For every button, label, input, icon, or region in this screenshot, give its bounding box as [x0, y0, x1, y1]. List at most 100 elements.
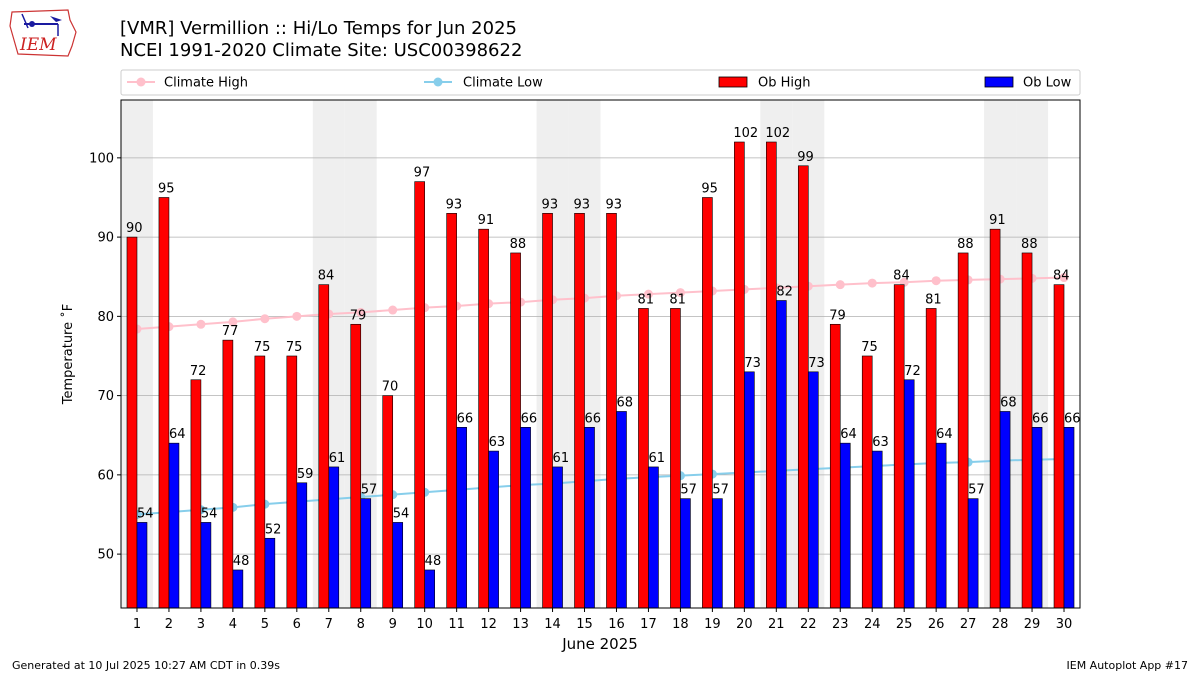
ob-high-label-26: 81 [925, 292, 942, 307]
climate-high-point-23 [835, 280, 845, 290]
x-tick-label-13: 13 [512, 617, 529, 632]
ob-low-label-19: 57 [712, 483, 729, 498]
ob-high-bar-10 [414, 181, 425, 609]
x-tick-label-26: 26 [928, 617, 945, 632]
ob-high-label-19: 95 [701, 181, 718, 196]
ob-high-bar-17 [638, 308, 649, 609]
ob-high-label-16: 93 [605, 197, 622, 212]
climate-high-point-8 [356, 307, 366, 317]
ob-high-label-7: 84 [318, 269, 335, 284]
ob-high-bar-18 [670, 308, 681, 609]
x-tick-label-19: 19 [704, 617, 721, 632]
ob-high-bar-29 [1021, 252, 1033, 609]
legend-ob-high-swatch [718, 76, 748, 88]
ob-low-bar-14 [552, 466, 563, 609]
ob-low-bar-18 [680, 498, 691, 609]
ob-low-bar-16 [616, 411, 627, 609]
ob-high-label-18: 81 [669, 292, 686, 307]
ob-high-bar-16 [606, 213, 617, 609]
ob-low-bar-4 [232, 569, 244, 609]
ob-high-label-20: 102 [733, 126, 758, 141]
ob-low-label-16: 68 [616, 395, 633, 410]
bars [126, 141, 1075, 609]
ob-low-label-23: 64 [840, 427, 857, 442]
legend-ob-high: Ob High [718, 76, 811, 91]
y-axis-label: Temperature ˚F [60, 304, 76, 405]
ob-high-label-5: 75 [254, 340, 271, 355]
ob-low-label-26: 64 [936, 427, 953, 442]
x-tick-label-27: 27 [960, 617, 977, 632]
ob-low-bar-24 [871, 450, 883, 609]
ob-high-label-4: 77 [222, 324, 239, 339]
legend-climate-high-marker [136, 77, 146, 87]
ob-low-label-30: 66 [1064, 411, 1081, 426]
ob-high-label-11: 93 [446, 197, 463, 212]
ob-low-label-21: 82 [776, 285, 793, 300]
ob-low-bar-1 [136, 522, 148, 609]
ob-high-bar-14 [542, 213, 553, 609]
ob-low-bar-12 [488, 450, 499, 609]
ob-high-label-17: 81 [637, 292, 654, 307]
ob-low-label-18: 57 [680, 483, 697, 498]
ob-low-bar-20 [744, 371, 755, 609]
ob-low-label-8: 57 [361, 483, 378, 498]
ob-high-label-27: 88 [957, 237, 974, 252]
footer-generated: Generated at 10 Jul 2025 10:27 AM CDT in… [12, 659, 280, 672]
ob-high-bar-13 [510, 252, 521, 609]
ob-low-label-9: 54 [393, 506, 410, 521]
x-tick-label-17: 17 [640, 617, 657, 632]
ob-low-label-14: 61 [553, 451, 570, 466]
ob-low-bar-7 [328, 466, 340, 609]
ob-low-label-1: 54 [137, 506, 154, 521]
ob-high-label-15: 93 [574, 197, 591, 212]
ob-high-bar-8 [350, 323, 362, 609]
x-tick-label-29: 29 [1024, 617, 1041, 632]
legend: Climate High Climate Low Ob High Ob Low [120, 69, 1081, 96]
x-tick-label-23: 23 [832, 617, 849, 632]
x-tick-label-11: 11 [448, 617, 465, 632]
ob-low-bar-19 [712, 498, 723, 609]
climate-high-point-4 [228, 317, 238, 327]
x-tick-label-5: 5 [261, 617, 269, 632]
logo-text: IEM [19, 35, 57, 55]
grid-lines [121, 157, 1080, 555]
ob-high-bar-24 [861, 355, 873, 609]
climate-high-line [136, 276, 1065, 331]
y-tick-label-100: 100 [89, 151, 114, 166]
ob-high-bar-6 [286, 355, 298, 609]
ob-low-bar-26 [935, 442, 947, 609]
x-tick-label-24: 24 [864, 617, 881, 632]
ob-low-label-22: 73 [808, 356, 825, 371]
x-tick-label-20: 20 [736, 617, 753, 632]
legend-ob-low: Ob Low [984, 76, 1072, 91]
x-tick-label-25: 25 [896, 617, 913, 632]
y-tick-label-90: 90 [97, 231, 114, 246]
ob-low-label-29: 66 [1032, 411, 1049, 426]
x-tick-label-4: 4 [229, 617, 237, 632]
x-tick-label-1: 1 [133, 617, 141, 632]
ob-high-bar-30 [1053, 284, 1065, 609]
climate-high-point-18 [675, 288, 685, 298]
ob-high-label-24: 75 [861, 340, 878, 355]
ob-high-bar-5 [254, 355, 266, 609]
climate-high-point-9 [388, 305, 398, 315]
ob-high-label-9: 70 [382, 380, 399, 395]
ob-high-label-1: 90 [126, 221, 143, 236]
x-tick-label-15: 15 [576, 617, 593, 632]
ob-low-bar-6 [296, 482, 308, 609]
climate-high-point-5 [260, 314, 270, 324]
ob-high-bar-15 [574, 213, 585, 609]
ob-high-bar-7 [318, 284, 330, 609]
ob-low-bar-25 [903, 379, 915, 609]
ob-low-label-5: 52 [265, 522, 282, 537]
ob-low-label-6: 59 [297, 467, 314, 482]
legend-climate-low: Climate Low [424, 76, 543, 91]
ob-low-label-2: 64 [169, 427, 186, 442]
x-tick-label-30: 30 [1056, 617, 1073, 632]
ob-low-label-17: 61 [648, 451, 665, 466]
x-tick-label-10: 10 [416, 617, 433, 632]
ob-low-label-20: 73 [744, 356, 761, 371]
ob-high-label-21: 102 [765, 126, 790, 141]
ob-high-label-10: 97 [414, 166, 431, 181]
